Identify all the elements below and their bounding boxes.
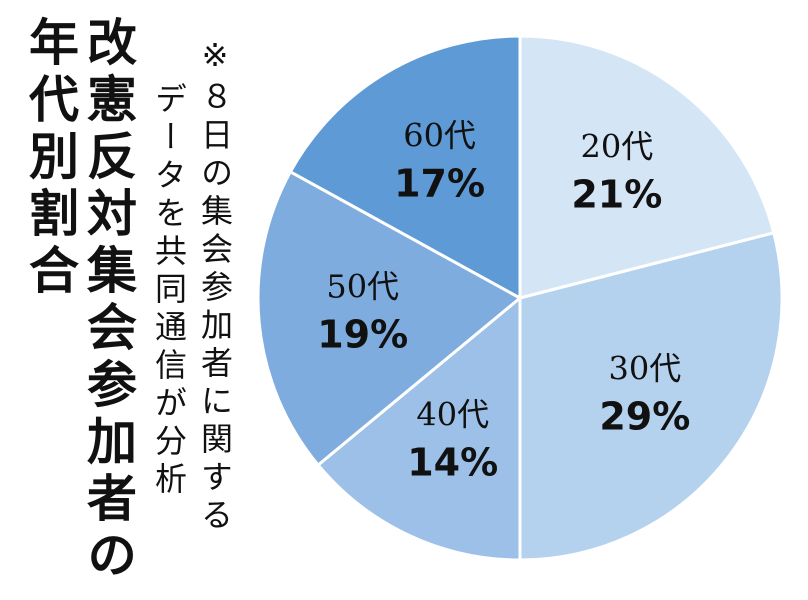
title-line: 年代別割合 [21, 16, 79, 301]
slice-category: 20代 [580, 128, 653, 166]
pie-slice [256, 169, 523, 468]
slice-value-label: 29% [599, 394, 690, 438]
slice-category: 30代 [608, 349, 681, 387]
slice-category: 40代 [416, 395, 489, 433]
slice-value-label: 17% [394, 162, 485, 206]
pie-slice [518, 231, 784, 562]
slice-value-label: 14% [407, 440, 498, 484]
slice-category: 50代 [326, 267, 399, 305]
pie-slice [518, 34, 776, 300]
pie-slice [316, 294, 522, 562]
pie-slice [288, 34, 522, 301]
title-line: 改憲反対集会参加者の [79, 16, 137, 586]
subtitle-line: ※８日の集会参加者に関する [196, 36, 234, 536]
slice-category: 60代 [403, 117, 476, 155]
slice-value-label: 19% [317, 312, 408, 356]
subtitle-line: データを共同通信が分析 [150, 82, 188, 500]
slice-value-label: 21% [571, 173, 662, 217]
